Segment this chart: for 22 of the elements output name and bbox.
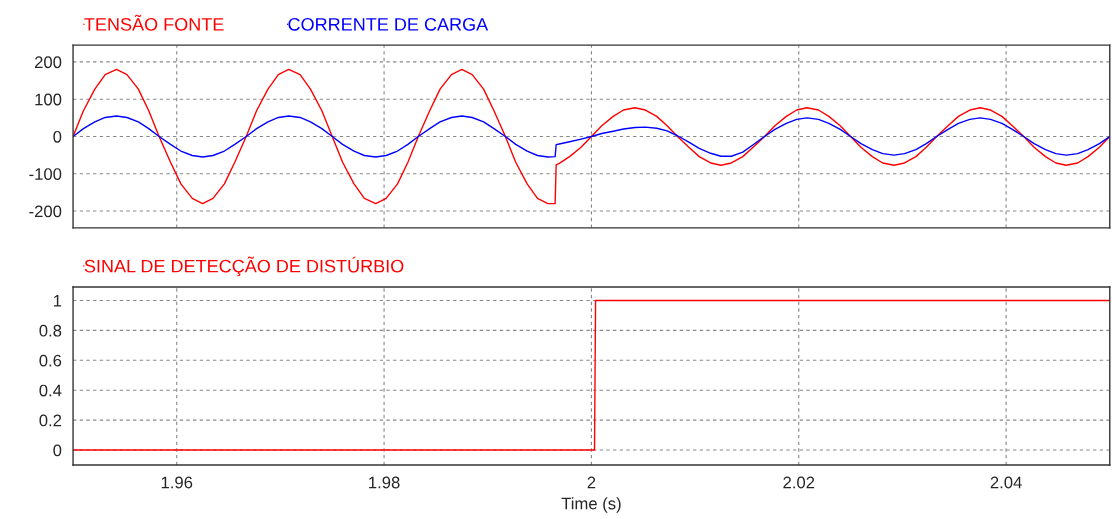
line-series xyxy=(73,115,1110,158)
x-tick-label: 2.04 xyxy=(990,476,1022,489)
y-tick-label: 0.8 xyxy=(39,324,62,337)
x-tick-label: 1.96 xyxy=(161,476,193,489)
x-tick-label: 1.98 xyxy=(369,476,400,489)
y-tick-label: 0 xyxy=(53,444,62,457)
y-tick-label: -200 xyxy=(29,205,62,218)
y-tick-label: 0.4 xyxy=(39,384,62,397)
y-tick-label: 0 xyxy=(53,130,62,143)
y-tick-label: -100 xyxy=(29,168,62,180)
x-tick-label: 2 xyxy=(587,476,596,489)
y-tick-label: 100 xyxy=(35,93,62,106)
x-tick-label: 2.02 xyxy=(783,476,815,489)
x-axis-title: Time (s) xyxy=(561,497,621,513)
legend-label: SINAL DE DETECÇÃO DE DISTÚRBIO xyxy=(84,256,404,277)
y-tick-label: 0.2 xyxy=(39,414,62,427)
y-tick-label: 1 xyxy=(53,295,62,307)
y-tick-label: 200 xyxy=(34,56,62,69)
legend-label: CORRENTE DE CARGA xyxy=(288,17,489,31)
legend-label: TENSÃO FONTE xyxy=(84,14,224,31)
line-series xyxy=(73,68,1110,205)
y-tick-label: 0.6 xyxy=(39,354,62,367)
